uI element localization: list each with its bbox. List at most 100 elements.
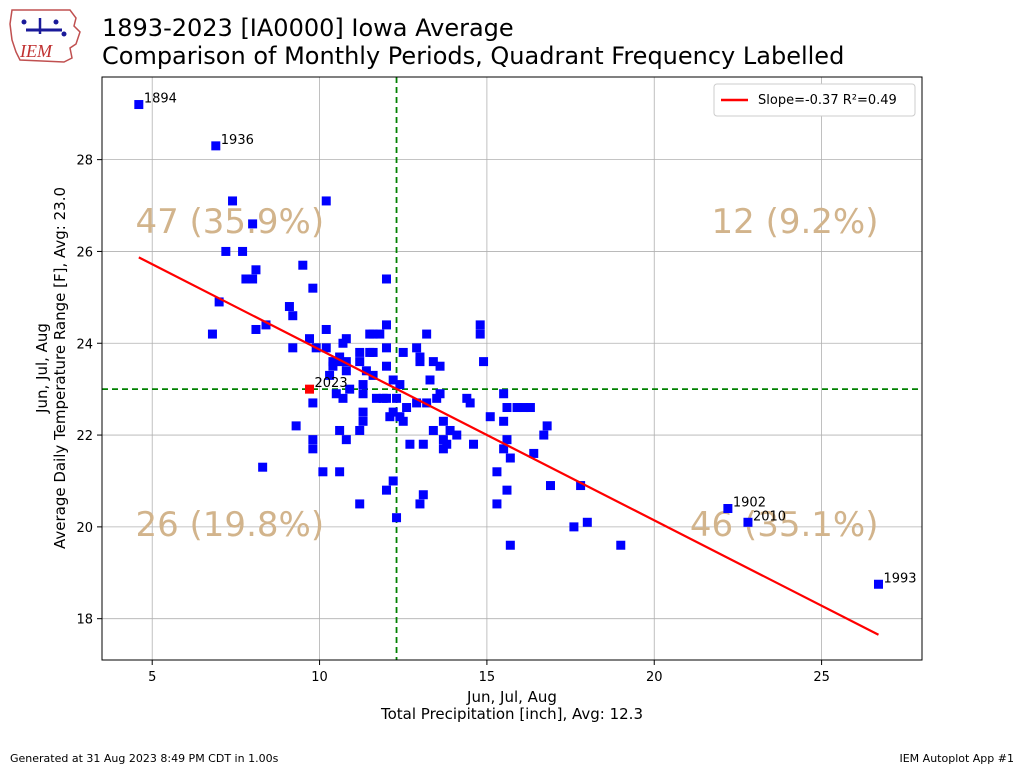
data-point [422, 398, 432, 408]
x-tick-label: 15 [479, 670, 496, 685]
y-axis-label-line1: Jun, Jul, Aug [33, 323, 51, 414]
data-point [529, 448, 539, 458]
y-tick-label: 24 [76, 337, 93, 352]
year-label-1936: 1936 [221, 133, 254, 148]
data-point [288, 311, 298, 321]
data-point [475, 320, 485, 330]
iowa-map-icon [9, 9, 81, 63]
quadrant-label-upper-left: 47 (35.9%) [135, 202, 324, 242]
data-point [462, 393, 472, 403]
data-point [335, 352, 345, 362]
y-tick-label: 26 [76, 245, 93, 260]
data-point [214, 297, 224, 307]
data-point [358, 407, 368, 417]
data-point [388, 375, 398, 385]
data-point [505, 453, 515, 463]
regression-line-group [138, 256, 879, 636]
x-axis-label-line2: Total Precipitation [inch], Avg: 12.3 [380, 705, 643, 723]
data-point [418, 439, 428, 449]
chart-title-line2: Comparison of Monthly Periods, Quadrant … [102, 42, 844, 70]
legend-label: Slope=-0.37 R²=0.49 [758, 93, 897, 108]
data-point [388, 407, 398, 417]
data-points [134, 100, 883, 589]
data-point [392, 393, 402, 403]
data-point [321, 196, 331, 206]
data-point [435, 389, 445, 399]
data-point [338, 338, 348, 348]
data-point [308, 435, 318, 445]
data-point [368, 329, 378, 339]
y-tick-label: 20 [76, 521, 93, 536]
data-point [415, 357, 425, 367]
data-point [381, 485, 391, 495]
data-point [261, 320, 271, 330]
data-point [398, 416, 408, 426]
data-point [355, 347, 365, 357]
data-point [425, 375, 435, 385]
chart-title-line1: 1893-2023 [IA0000] Iowa Average [102, 14, 514, 42]
data-point [355, 357, 365, 367]
data-point [499, 389, 509, 399]
legend-box [713, 83, 916, 117]
quadrant-label-upper-right: 12 (9.2%) [712, 202, 879, 242]
data-point [582, 517, 592, 527]
data-point [291, 421, 301, 431]
data-point [251, 265, 261, 275]
data-point [368, 347, 378, 357]
year-label-1993: 1993 [883, 571, 916, 586]
x-tick-label: 10 [311, 670, 328, 685]
data-point [318, 467, 328, 477]
data-point [412, 398, 422, 408]
data-point [358, 416, 368, 426]
average-lines [102, 77, 922, 660]
data-point [251, 324, 261, 334]
data-point [492, 467, 502, 477]
data-point [465, 398, 475, 408]
data-point [452, 430, 462, 440]
y-tick-label: 22 [76, 429, 93, 444]
data-point [475, 329, 485, 339]
data-point [415, 352, 425, 362]
year-label-1894: 1894 [144, 92, 177, 107]
data-point [248, 274, 258, 284]
data-point [398, 347, 408, 357]
data-point [422, 329, 432, 339]
data-point [345, 384, 355, 394]
data-point [402, 403, 412, 413]
data-point [492, 499, 502, 509]
data-point [412, 343, 422, 353]
data-point [438, 435, 448, 445]
data-point [469, 439, 479, 449]
data-point [288, 343, 298, 353]
data-point [308, 283, 318, 293]
data-point [569, 522, 579, 532]
data-point-1993 [873, 579, 883, 589]
data-point [308, 444, 318, 454]
legend: Slope=-0.37 R²=0.49 [713, 83, 916, 117]
data-point [502, 403, 512, 413]
data-point [512, 403, 522, 413]
data-point [308, 398, 318, 408]
x-tick-label: 25 [813, 670, 830, 685]
data-point [341, 366, 351, 376]
data-point [335, 357, 345, 367]
data-point [388, 476, 398, 486]
data-point [248, 219, 258, 229]
data-point [438, 444, 448, 454]
data-point [445, 425, 455, 435]
data-point [392, 513, 402, 523]
data-point [428, 425, 438, 435]
data-point [298, 260, 308, 270]
data-point [479, 357, 489, 367]
data-point [381, 361, 391, 371]
data-point [355, 499, 365, 509]
data-point [542, 421, 552, 431]
data-point [502, 435, 512, 445]
data-point [368, 370, 378, 380]
y-axis-label-line2: Average Daily Temperature Range [F], Avg… [51, 187, 69, 549]
data-point [355, 425, 365, 435]
data-point [341, 435, 351, 445]
data-point [499, 416, 509, 426]
